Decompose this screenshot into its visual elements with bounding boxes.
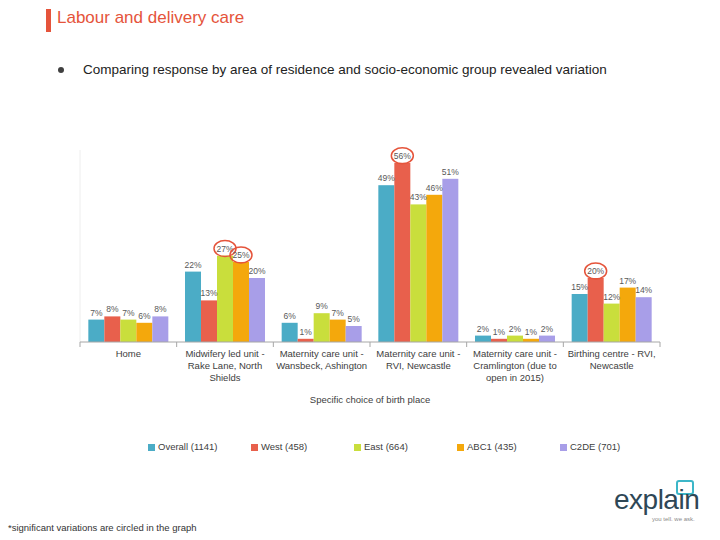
significance-circle: [585, 263, 607, 279]
legend-swatch: [457, 444, 464, 451]
data-label: 49%: [378, 173, 395, 183]
data-label: 12%: [603, 292, 620, 302]
bullet: [58, 67, 64, 73]
category-label: Birthing centre - RVI, Newcastle: [565, 348, 658, 372]
data-label: 25%: [232, 250, 249, 260]
bar: [249, 278, 265, 342]
data-label: 1%: [493, 327, 506, 337]
subtitle: Comparing response by area of residence …: [83, 62, 607, 77]
data-label: 20%: [248, 266, 265, 276]
footnote: *significant variations are circled in t…: [8, 522, 197, 533]
legend-label: Overall (1141): [158, 441, 218, 452]
x-axis-label: Specific choice of birth place: [80, 394, 660, 405]
bar: [120, 320, 136, 342]
bar: [620, 288, 636, 342]
bar: [346, 326, 362, 342]
category-label: Maternity care unit - Cramlington (due t…: [469, 348, 562, 384]
bar: [217, 256, 233, 342]
x-tick: [176, 342, 177, 347]
x-tick: [563, 342, 564, 347]
y-axis-line: [80, 150, 81, 342]
bar: [88, 320, 104, 342]
data-label: 17%: [619, 276, 636, 286]
data-label: 2%: [477, 324, 490, 334]
bar: [330, 320, 346, 342]
chart: 7%22%6%49%2%15%8%13%1%56%1%20%7%27%9%43%…: [0, 0, 720, 540]
data-label: 8%: [106, 304, 119, 314]
bar: [394, 163, 410, 342]
significance-circle: [230, 247, 252, 263]
data-label: 9%: [316, 301, 329, 311]
bar: [201, 300, 217, 342]
bar: [426, 195, 442, 342]
data-label: 5%: [348, 314, 361, 324]
bar: [410, 204, 426, 342]
legend-swatch: [251, 444, 258, 451]
significance-circle: [391, 148, 413, 164]
data-label: 56%: [394, 151, 411, 161]
legend-swatch: [148, 444, 155, 451]
bar: [314, 313, 330, 342]
data-label: 43%: [410, 192, 427, 202]
legend-label: ABC1 (435): [467, 441, 517, 452]
bar: [572, 294, 588, 342]
bar: [475, 336, 491, 342]
category-label: Maternity care unit - Wansbeck, Ashingto…: [275, 348, 368, 372]
data-label: 1%: [300, 327, 313, 337]
data-label: 15%: [571, 282, 588, 292]
legend-swatch: [354, 444, 361, 451]
bar: [233, 262, 249, 342]
bars: [88, 163, 651, 342]
data-label: 7%: [90, 308, 103, 318]
bar: [152, 316, 168, 342]
data-label: 7%: [122, 308, 135, 318]
bar: [185, 272, 201, 342]
bar: [507, 336, 523, 342]
bar: [104, 316, 120, 342]
bar: [588, 278, 604, 342]
title-accent: [46, 9, 51, 32]
page: Labour and delivery care Comparing respon…: [0, 0, 720, 540]
legend-label: East (664): [364, 441, 408, 452]
data-label: 2%: [541, 324, 554, 334]
data-label: 22%: [184, 260, 201, 270]
data-label: 2%: [509, 324, 522, 334]
category-label: Maternity care unit - RVI, Newcastle: [372, 348, 465, 372]
bar: [539, 336, 555, 342]
data-label: 51%: [442, 167, 459, 177]
x-tick: [660, 342, 661, 347]
bar: [604, 304, 620, 342]
data-label: 14%: [635, 285, 652, 295]
bar: [282, 323, 298, 342]
logo-tagline: you tell. we ask.: [652, 516, 695, 522]
bar: [442, 179, 458, 342]
bar: [378, 185, 394, 342]
category-label: Home: [82, 348, 175, 360]
x-tick: [466, 342, 467, 347]
logo: explain: [614, 484, 699, 516]
title: Labour and delivery care: [57, 8, 244, 28]
data-label: 6%: [138, 311, 151, 321]
data-label: 1%: [525, 327, 538, 337]
category-label: Midwifery led unit - Rake Lane, North Sh…: [179, 348, 272, 384]
data-label: 46%: [426, 183, 443, 193]
data-label: 20%: [587, 266, 604, 276]
legend-swatch: [560, 444, 567, 451]
legend-label: C2DE (701): [570, 441, 620, 452]
x-tick: [80, 342, 81, 347]
data-label: 7%: [332, 308, 345, 318]
legend-label: West (458): [261, 441, 307, 452]
bar: [136, 323, 152, 342]
data-labels: 7%22%6%49%2%15%8%13%1%56%1%20%7%27%9%43%…: [90, 148, 652, 337]
data-label: 6%: [284, 311, 297, 321]
data-label: 13%: [200, 288, 217, 298]
data-label: 8%: [154, 304, 167, 314]
x-tick: [370, 342, 371, 347]
x-tick: [273, 342, 274, 347]
bar: [636, 297, 652, 342]
